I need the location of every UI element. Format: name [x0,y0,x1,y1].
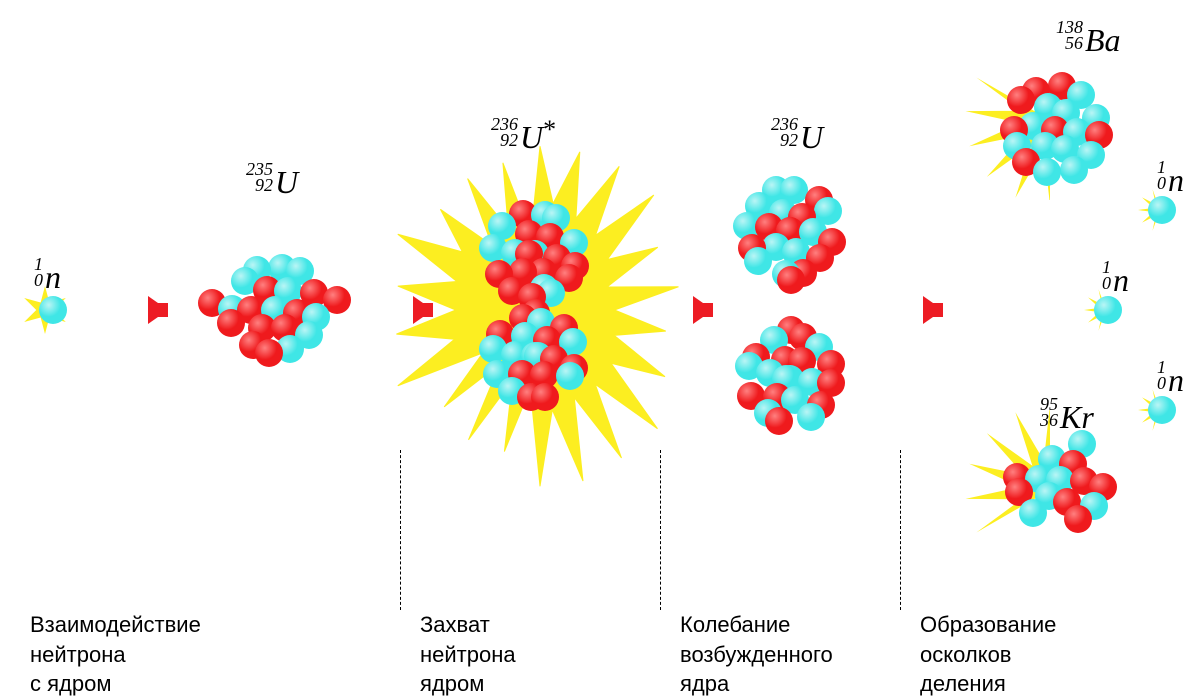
caption-stage-3: Колебание возбужденного ядра [680,610,833,699]
label-neutron-out-2: 1 0 n [1113,258,1129,296]
label-neutron-out-3: 1 0 n [1168,358,1184,396]
divider-1 [400,450,401,610]
element-symbol: n [45,255,61,293]
arrow-2 [413,296,433,324]
label-neutron-in: 1 0 n [45,255,61,293]
label-ba138: 138 56 Ba [1085,18,1121,56]
atomic-number: 0 [1102,274,1113,292]
atomic-number: 92 [500,131,520,149]
element-symbol: Ba [1085,18,1121,56]
caption-stage-2: Захват нейтрона ядром [420,610,516,699]
label-u236-excited: 236 92 U* [520,115,556,153]
caption-stage-4: Образование осколков деления [920,610,1056,699]
element-symbol: n [1113,258,1129,296]
element-symbol: U [800,115,823,153]
atomic-number: 56 [1065,34,1085,52]
atomic-number: 0 [34,271,45,289]
label-u236: 236 92 U [800,115,823,153]
fission-diagram: 1 0 n 235 92 U 236 92 U* 236 92 U 138 56… [0,0,1200,699]
label-kr95: 95 36 Kr [1060,395,1094,433]
label-neutron-out-1: 1 0 n [1168,158,1184,196]
atomic-number: 92 [255,176,275,194]
atomic-number: 36 [1040,411,1060,429]
arrow-4 [923,296,943,324]
element-symbol: U [275,160,298,198]
divider-2 [660,450,661,610]
arrow-3 [693,296,713,324]
caption-stage-1: Взаимодействие нейтрона с ядром [30,610,201,699]
atomic-number: 0 [1157,374,1168,392]
element-symbol: n [1168,158,1184,196]
excited-marker: * [543,115,556,144]
label-u235: 235 92 U [275,160,298,198]
element-symbol: Kr [1060,395,1094,433]
divider-3 [900,450,901,610]
atomic-number: 0 [1157,174,1168,192]
element-symbol: U [520,115,543,153]
atomic-number: 92 [780,131,800,149]
arrow-1 [148,296,168,324]
element-symbol: n [1168,358,1184,396]
